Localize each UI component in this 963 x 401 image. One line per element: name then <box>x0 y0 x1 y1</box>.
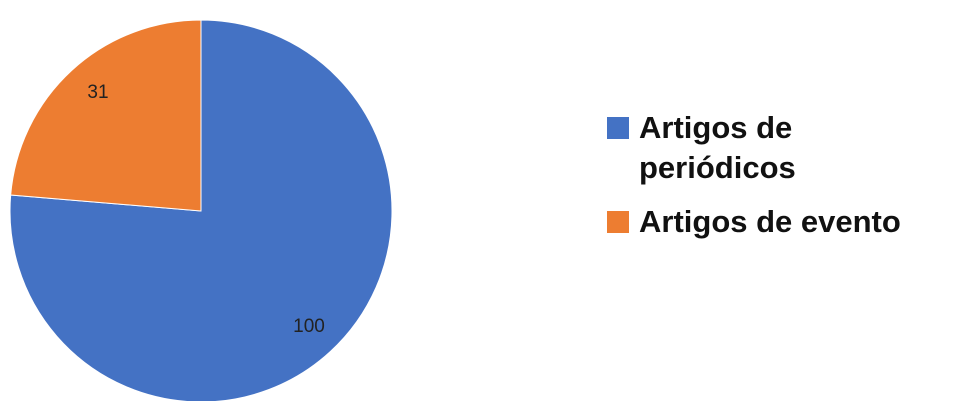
pie-slice-1 <box>10 19 202 212</box>
legend-label-evento: Artigos de evento <box>639 204 901 239</box>
legend-item-evento: Artigos de evento <box>607 202 957 242</box>
legend-item-periodicos: Artigos de periódicos <box>607 108 957 188</box>
legend-swatch-evento <box>607 211 629 233</box>
legend-swatch-periodicos <box>607 117 629 139</box>
legend: Artigos de periódicos Artigos de evento <box>607 108 957 256</box>
legend-label-periodicos: Artigos de periódicos <box>639 110 796 185</box>
data-label-0: 100 <box>293 316 325 337</box>
data-label-1: 31 <box>87 82 108 103</box>
